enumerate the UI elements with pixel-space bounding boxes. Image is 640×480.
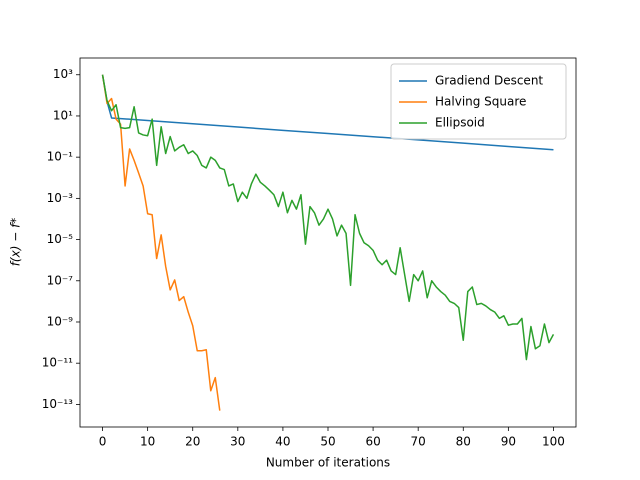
y-tick-label: 10⁻⁷ — [47, 273, 74, 287]
x-tick-label: 30 — [230, 435, 245, 449]
x-tick-label: 80 — [456, 435, 471, 449]
y-tick-label: 10⁻¹³ — [42, 397, 73, 411]
x-tick-label: 70 — [411, 435, 426, 449]
legend-label: Gradiend Descent — [435, 74, 543, 88]
x-tick-label: 40 — [275, 435, 290, 449]
series-line — [101, 74, 555, 361]
y-tick-label: 10⁻⁵ — [47, 232, 74, 246]
series-line — [101, 74, 554, 151]
x-tick-label: 0 — [99, 435, 107, 449]
x-tick-label: 10 — [140, 435, 155, 449]
legend-label: Ellipsoid — [435, 116, 485, 130]
y-axis-label: f(x) − f* — [9, 218, 23, 267]
y-tick-label: 10⁻⁹ — [47, 314, 74, 328]
legend-label: Halving Square — [435, 95, 526, 109]
x-tick-label: 50 — [320, 435, 335, 449]
y-tick-label: 10⁻¹¹ — [42, 356, 73, 370]
x-axis-label: Number of iterations — [266, 456, 390, 470]
y-tick-label: 10⁻³ — [47, 191, 74, 205]
series-line — [101, 74, 221, 411]
x-tick-label: 20 — [185, 435, 200, 449]
y-tick-label: 10¹ — [53, 108, 73, 122]
y-tick-label: 10⁻¹ — [47, 150, 74, 164]
legend-box — [390, 63, 567, 140]
x-tick-label: 60 — [365, 435, 380, 449]
x-tick-label: 100 — [542, 435, 565, 449]
x-tick-label: 90 — [501, 435, 516, 449]
axes-frame — [79, 57, 577, 428]
y-tick-label: 10³ — [53, 67, 73, 81]
